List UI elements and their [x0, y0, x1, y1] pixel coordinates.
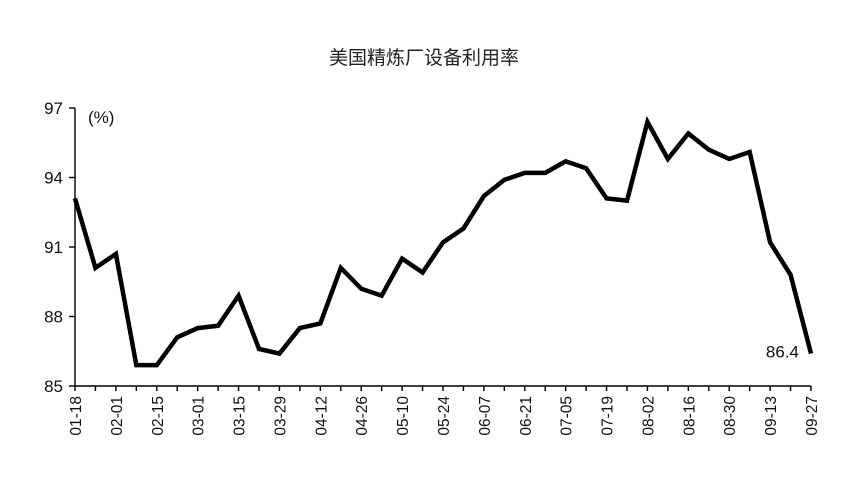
end-value-label: 86.4 [766, 343, 799, 362]
x-tick-label: 09-13 [763, 396, 780, 436]
y-tick-label: 85 [44, 377, 63, 396]
series-line [72, 115, 814, 368]
x-tick-label: 03-01 [191, 396, 208, 436]
x-tick-label: 07-05 [559, 396, 576, 436]
x-tick-label: 03-15 [232, 396, 249, 436]
x-tick-label: 07-19 [600, 396, 617, 436]
x-tick-label: 06-07 [477, 396, 494, 436]
chart-title: 美国精炼厂设备利用率 [329, 47, 519, 69]
y-tick-label: 91 [44, 238, 63, 257]
x-tick-label: 02-15 [150, 396, 167, 436]
x-tick-label: 08-02 [640, 396, 657, 436]
x-tick-label: 03-29 [272, 396, 289, 436]
y-axis: 85 88 91 94 97 [44, 99, 76, 396]
x-tick-label: 06-21 [518, 396, 535, 436]
x-tick-label: 01-18 [68, 396, 85, 436]
y-tick-label: 88 [44, 308, 63, 327]
x-tick-label: 08-30 [722, 396, 739, 436]
x-tick-label: 05-10 [395, 396, 412, 436]
x-tick-label: 04-12 [313, 396, 330, 436]
x-tick-label: 04-26 [354, 396, 371, 436]
unit-label: (%) [88, 108, 114, 127]
series-group [72, 115, 814, 368]
x-tick-label: 05-24 [436, 396, 453, 436]
x-tick-label: 02-01 [109, 396, 126, 436]
y-tick-label: 94 [44, 169, 63, 188]
x-tick-label: 08-16 [681, 396, 698, 436]
x-tick-label: 09-27 [804, 396, 821, 436]
x-axis: 01-18 02-01 02-15 03-01 03-15 03-29 04-12 04-26… [68, 385, 821, 436]
y-tick-label: 97 [44, 99, 63, 118]
